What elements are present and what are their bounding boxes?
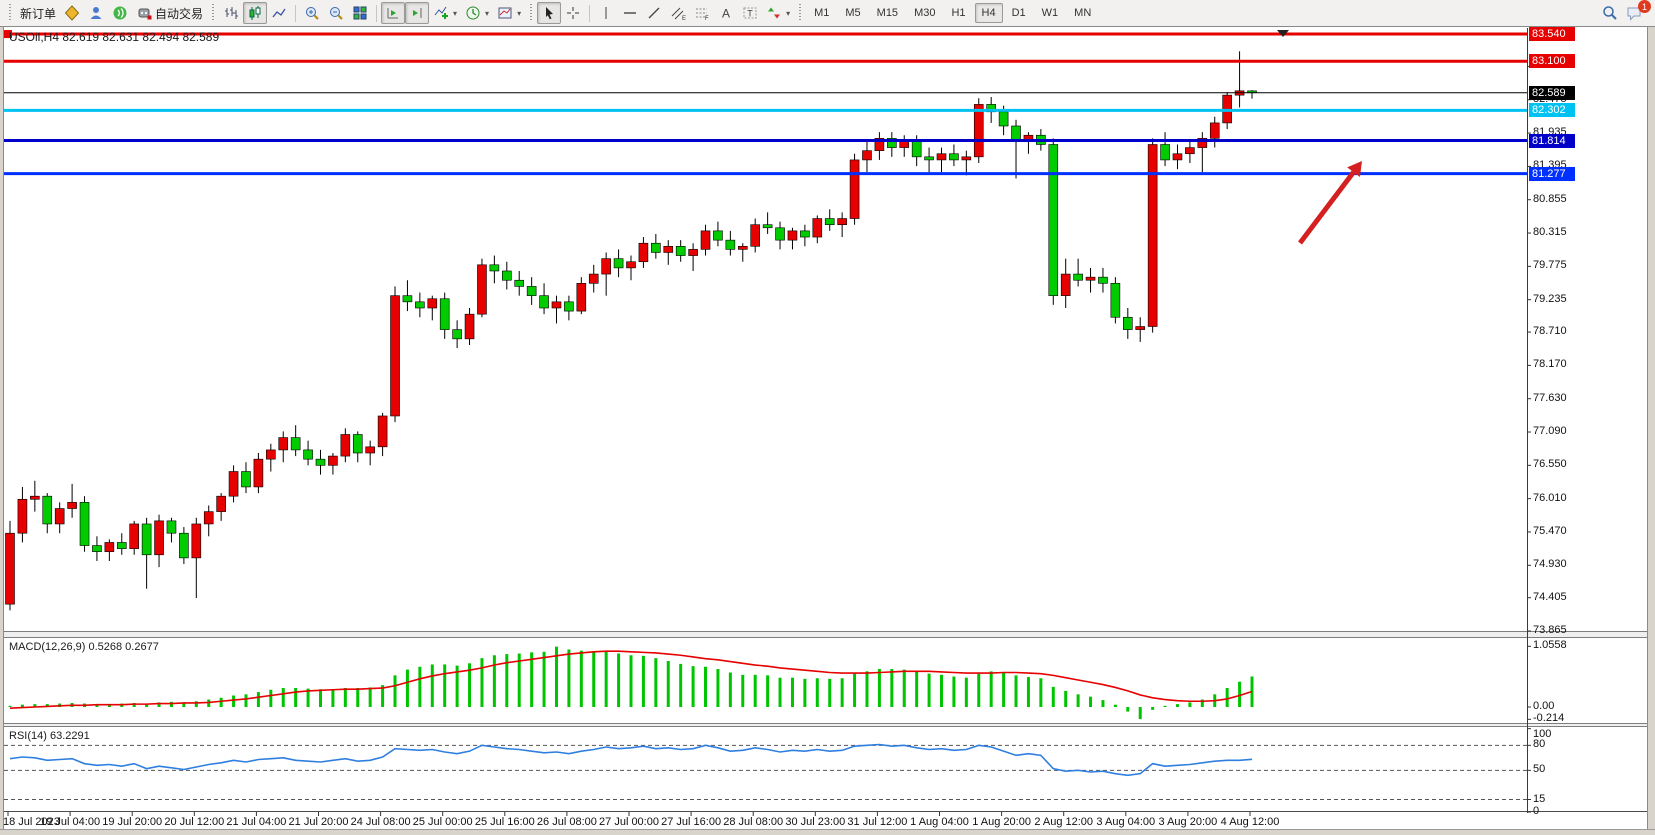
autotrading-robot-icon	[136, 5, 152, 21]
timeframe-W1[interactable]: W1	[1041, 7, 1059, 19]
auto-scroll-icon	[385, 5, 401, 21]
macd-indicator-label: MACD(12,26,9) 0.5268 0.2677	[9, 641, 159, 653]
new-order-label: 新订单	[20, 6, 57, 21]
search-icon[interactable]	[1601, 5, 1617, 21]
zoom-in-button[interactable]	[300, 2, 324, 24]
templates-button[interactable]: ▾	[493, 2, 525, 24]
rsi-panel[interactable]	[4, 727, 1647, 812]
toolbar-grip[interactable]	[529, 4, 534, 22]
timeframe-M15[interactable]: M15	[876, 7, 899, 19]
chart-title: USOil,H4 82.619 82.631 82.494 82.589	[9, 30, 220, 44]
chart-shift-button[interactable]	[405, 2, 430, 24]
candlestick-chart-button[interactable]	[243, 2, 268, 24]
notifications-button[interactable]: 1	[1625, 0, 1651, 21]
new-order-button[interactable]: 新订单	[16, 2, 60, 24]
time-axis[interactable]	[4, 813, 1647, 829]
crosshair-icon	[565, 5, 581, 21]
signals-button[interactable]	[108, 2, 132, 24]
zoom-out-icon	[328, 5, 344, 21]
svg-text:E: E	[682, 16, 686, 21]
signals-icon	[112, 5, 128, 21]
trendline-icon	[646, 5, 662, 21]
toolbar-grip[interactable]	[8, 4, 12, 22]
zoom-in-icon	[304, 5, 320, 21]
main-toolbar: 新订单 自动交易	[0, 0, 1655, 27]
svg-text:F: F	[705, 16, 709, 21]
toolbar-separator	[589, 4, 591, 22]
autotrading-button[interactable]: 自动交易	[132, 2, 207, 24]
timeframe-H4[interactable]: H4	[974, 3, 1003, 23]
community-icon	[88, 5, 104, 21]
vertical-line-button[interactable]	[594, 2, 618, 24]
fibonacci-icon: F	[694, 5, 710, 21]
notification-badge: 1	[1638, 0, 1651, 13]
arrows-button[interactable]: ▾	[762, 2, 794, 24]
dropdown-caret-icon: ▾	[786, 8, 791, 18]
dropdown-caret-icon: ▾	[485, 8, 490, 18]
macd-panel[interactable]	[4, 638, 1647, 723]
market-button[interactable]	[60, 2, 84, 24]
candlestick-chart-icon	[247, 5, 263, 21]
autotrading-label: 自动交易	[155, 6, 204, 21]
svg-text:A: A	[722, 7, 730, 21]
dropdown-caret-icon: ▾	[453, 8, 458, 18]
equidistant-channel-icon: E	[670, 5, 686, 21]
toolbar-separator	[376, 4, 378, 22]
timeframe-D1[interactable]: D1	[1011, 7, 1026, 19]
toolbar-separator	[295, 4, 297, 22]
community-button[interactable]	[84, 2, 108, 24]
tile-windows-button[interactable]	[348, 2, 372, 24]
price-axis-border	[1527, 28, 1528, 813]
zoom-out-button[interactable]	[324, 2, 348, 24]
add-indicator-button[interactable]: ▾	[429, 2, 461, 24]
arrows-icon	[766, 5, 782, 21]
trendline-button[interactable]	[642, 2, 666, 24]
timeframe-H1[interactable]: H1	[951, 7, 966, 19]
tile-windows-icon	[352, 5, 368, 21]
text-button[interactable]: A	[714, 2, 738, 24]
panel-divider[interactable]	[4, 631, 1647, 638]
dropdown-caret-icon: ▾	[517, 8, 522, 18]
bar-chart-button[interactable]	[219, 2, 243, 24]
horizontal-line-button[interactable]	[618, 2, 642, 24]
svg-text:T: T	[747, 9, 753, 19]
text-label-icon: T	[742, 5, 758, 21]
templates-icon	[497, 5, 513, 21]
timeframe-M5[interactable]: M5	[845, 7, 861, 19]
line-chart-button[interactable]	[267, 2, 291, 24]
toolbar-grip[interactable]	[211, 4, 216, 22]
toolbar-grip[interactable]	[798, 4, 803, 22]
bar-chart-icon	[223, 5, 239, 21]
text-label-button[interactable]: T	[738, 2, 762, 24]
channel-button[interactable]: E	[666, 2, 690, 24]
crosshair-button[interactable]	[561, 2, 585, 24]
window-frame-right	[1647, 27, 1655, 835]
text-icon: A	[718, 5, 734, 21]
window-frame-left	[0, 27, 4, 835]
timeframe-M30[interactable]: M30	[914, 7, 936, 19]
cursor-icon	[541, 5, 557, 21]
toolbar-right: 1	[1601, 0, 1651, 21]
vertical-line-icon	[598, 5, 614, 21]
fibonacci-button[interactable]: F	[690, 2, 714, 24]
chart-shift-icon	[409, 5, 425, 21]
horizontal-line-icon	[622, 5, 638, 21]
cursor-button[interactable]	[537, 2, 562, 24]
market-icon	[64, 5, 80, 21]
timeframe-group: M1 M5 M15 M30 H1 H4 D1 W1 MN	[806, 3, 1099, 23]
auto-scroll-button[interactable]	[381, 2, 406, 24]
timeframe-MN[interactable]: MN	[1074, 7, 1092, 19]
window-frame-bottom	[0, 829, 1655, 835]
line-chart-icon	[271, 5, 287, 21]
periods-button[interactable]: ▾	[461, 2, 493, 24]
periods-clock-icon	[465, 5, 481, 21]
rsi-indicator-label: RSI(14) 63.2291	[9, 730, 90, 742]
panel-divider[interactable]	[4, 723, 1647, 727]
add-indicator-icon	[433, 5, 449, 21]
timeframe-M1[interactable]: M1	[814, 7, 830, 19]
price-chart-panel[interactable]	[4, 28, 1647, 631]
